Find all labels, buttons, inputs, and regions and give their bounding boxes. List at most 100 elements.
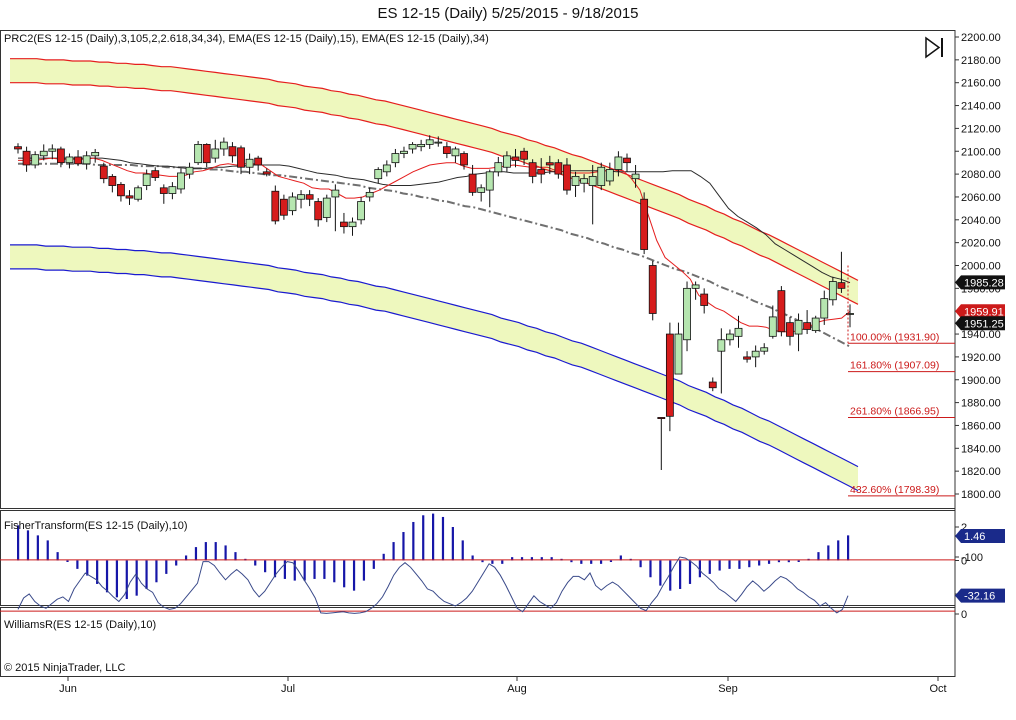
candle	[708, 377, 717, 392]
candle	[442, 142, 451, 159]
candle-body	[477, 187, 486, 193]
candle	[262, 168, 271, 177]
fisher-bar	[817, 552, 820, 561]
candle-body	[134, 187, 142, 200]
williams-marker-bg	[955, 588, 1005, 603]
candle	[151, 167, 160, 181]
fisher-bar	[343, 560, 346, 588]
fisher-bar	[659, 560, 662, 586]
candle-body	[700, 293, 709, 306]
candle	[142, 169, 151, 191]
fisher-bar	[570, 560, 573, 563]
time-axis-label: Sep	[718, 683, 738, 695]
candle-body	[151, 170, 160, 178]
fib-label: 100.00% (1931.90)	[850, 331, 939, 343]
fisher-bar	[145, 560, 148, 589]
candle	[408, 142, 417, 154]
candle-body	[657, 417, 666, 419]
candle-body	[271, 190, 280, 222]
candle	[794, 313, 803, 352]
candle-body	[408, 143, 417, 150]
lower-band-outer-line	[10, 268, 859, 492]
fisher-bar	[264, 560, 267, 573]
price-axis-label: 2080.00	[961, 169, 1001, 181]
upper-band-outer-line	[10, 58, 859, 281]
fisher-bar	[313, 560, 316, 579]
fisher-bar	[86, 560, 89, 576]
candle-body	[683, 287, 691, 341]
candle	[743, 351, 751, 363]
candle-body	[400, 150, 408, 154]
fisher-bar	[511, 557, 514, 561]
fisher-bar	[451, 527, 454, 561]
candle	[717, 328, 726, 394]
candle-body	[322, 197, 331, 218]
candle	[623, 153, 631, 172]
williams-axis-label: -100	[961, 552, 983, 564]
candle-body	[691, 284, 700, 289]
candle	[314, 198, 323, 227]
candle-body	[623, 157, 631, 164]
candle-body	[554, 162, 563, 175]
candle-body	[288, 196, 297, 212]
candle-body	[434, 141, 443, 144]
fisher-bar	[96, 560, 99, 584]
fisher-bar	[175, 560, 178, 566]
candle-body	[580, 178, 589, 184]
fisher-marker: 1.46	[964, 531, 985, 543]
candle-body	[297, 194, 305, 200]
candle	[279, 194, 288, 220]
candle-body	[99, 165, 108, 180]
upper-band-inner-line	[10, 82, 859, 305]
candle-body	[511, 156, 520, 161]
fisher-bar	[303, 560, 306, 581]
candle-body	[537, 169, 546, 175]
candle	[74, 150, 82, 167]
candle-body	[605, 169, 614, 182]
fisher-bar	[688, 560, 692, 584]
candle-body	[545, 162, 554, 166]
candle	[528, 159, 537, 184]
fisher-bar	[165, 560, 168, 574]
candle	[751, 345, 760, 368]
fib-label: 161.80% (1907.09)	[850, 360, 939, 372]
candle	[545, 155, 554, 175]
candle	[820, 290, 829, 325]
candle	[691, 281, 700, 300]
fisher-bar	[471, 555, 474, 561]
fisher-bar	[392, 542, 395, 561]
fisher-bar	[184, 555, 188, 561]
candle	[305, 190, 314, 207]
play-forward-icon[interactable]	[924, 36, 946, 59]
candle-body	[614, 156, 623, 170]
price-axis-label: 1920.00	[961, 352, 1001, 364]
price-axis-label: 2160.00	[961, 78, 1001, 90]
candle-body	[82, 155, 91, 165]
candle	[56, 146, 65, 168]
price-axis-label: 1940.00	[961, 329, 1001, 341]
candle	[331, 184, 340, 232]
candle	[614, 151, 623, 177]
candle	[537, 158, 546, 184]
candle-body	[494, 162, 503, 173]
price-axis-label: 1820.00	[961, 466, 1001, 478]
price-marker-ema15: 1959.91	[964, 306, 1004, 318]
fisher-bar	[540, 557, 543, 561]
fisher-bar	[422, 515, 425, 561]
fisher-bar	[105, 560, 109, 593]
candle	[665, 322, 674, 432]
fisher-bar	[639, 560, 642, 568]
candle	[460, 151, 468, 170]
candle	[571, 171, 580, 197]
candle-body	[743, 356, 751, 360]
candle	[31, 151, 40, 169]
candle	[700, 288, 709, 314]
candle-body	[279, 198, 288, 216]
fisher-bar	[115, 560, 119, 598]
candle	[134, 185, 142, 202]
fisher-bar	[204, 542, 207, 561]
price-axis-label: 2040.00	[961, 215, 1001, 227]
candle	[297, 190, 305, 209]
candle	[99, 162, 108, 184]
